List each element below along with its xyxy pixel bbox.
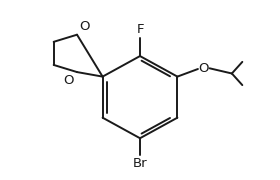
Text: O: O	[79, 20, 90, 33]
Text: Br: Br	[133, 157, 147, 170]
Text: F: F	[136, 23, 144, 36]
Text: O: O	[199, 62, 209, 75]
Text: O: O	[64, 74, 74, 87]
